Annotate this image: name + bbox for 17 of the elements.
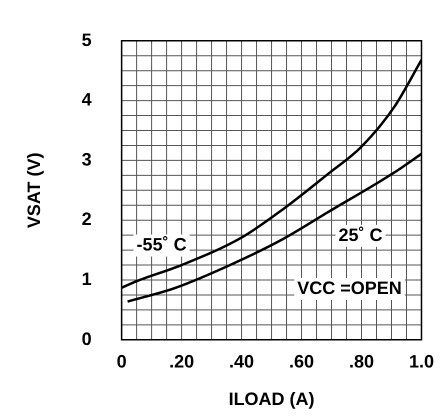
x-tick-label: .60	[289, 352, 314, 372]
x-tick-label: .40	[229, 352, 254, 372]
x-tick-label: .80	[349, 352, 374, 372]
series-label: -55˚ C	[136, 234, 187, 255]
y-tick-label: 2	[82, 209, 92, 230]
x-tick-label: .20	[169, 352, 194, 372]
x-axis-title: ILOAD (A)	[228, 389, 315, 410]
y-tick-label: 0	[82, 328, 92, 349]
y-tick-label: 1	[82, 268, 92, 289]
y-tick-label: 3	[82, 149, 92, 170]
y-tick-label: 5	[82, 30, 92, 50]
y-tick-label: 4	[82, 90, 92, 110]
x-tick-label: 1.0	[408, 352, 434, 372]
series-label: 25˚ C	[338, 224, 383, 245]
y-axis-title: VSAT (V)	[24, 152, 44, 228]
x-tick-label: 0	[116, 352, 127, 372]
annotation: VCC =OPEN	[297, 278, 402, 298]
